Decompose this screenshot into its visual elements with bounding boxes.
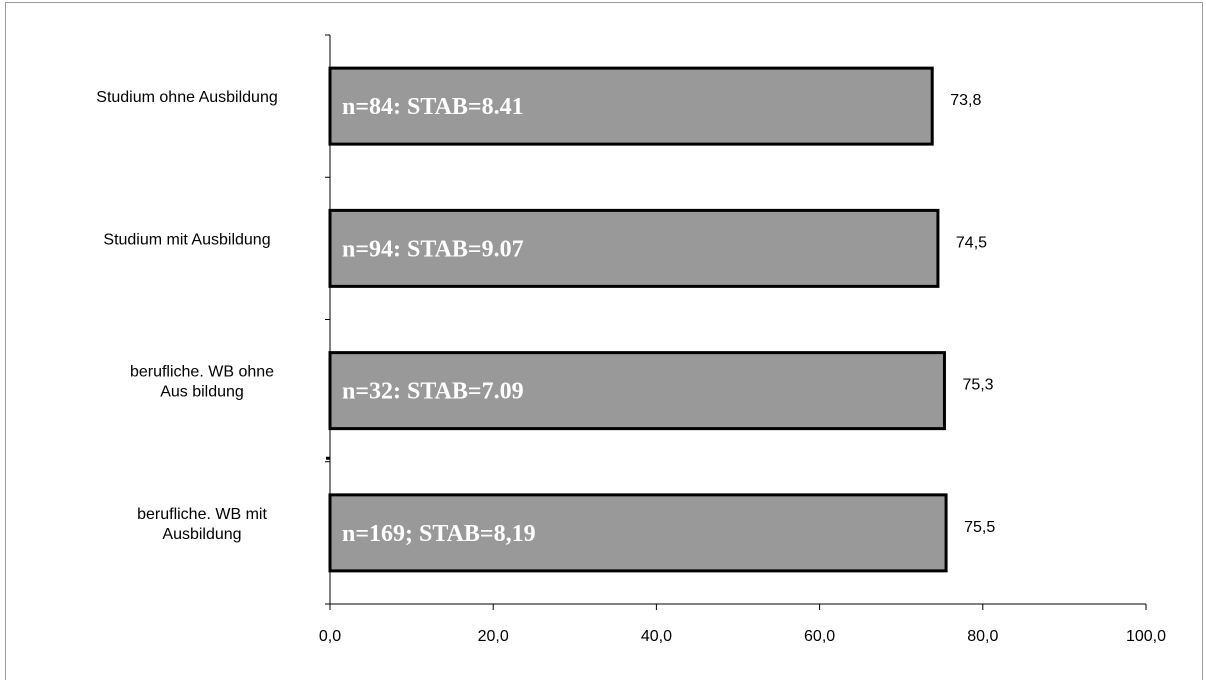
bar-annotation: n=169; STAB=8,19 [342,521,536,547]
x-tick-label: 20,0 [478,628,509,645]
x-tick-label: 60,0 [804,628,835,645]
bar [328,351,946,431]
bar-annotation: n=32: STAB=7.09 [342,379,524,405]
category-label: Studium mit Ausbildung [103,231,270,248]
x-tick-label: 40,0 [641,628,672,645]
data-label: 74,5 [956,234,987,251]
category-label: berufliche. WB ohne Aus bildung [130,364,274,401]
x-tick-label: 100,0 [1126,628,1166,645]
bar [328,66,934,146]
x-tick-label: 80,0 [967,628,998,645]
data-label: 75,5 [964,519,995,536]
category-label: berufliche. WB mit Ausbildung [137,506,267,543]
bar-annotation: n=94: STAB=9.07 [342,236,524,262]
data-label: 75,3 [962,377,993,394]
bar [328,493,948,573]
bar-annotation: n=84: STAB=8.41 [342,94,524,120]
y-axis-mark [326,456,330,460]
data-label: 73,8 [950,92,981,109]
category-label: Studium ohne Ausbildung [96,89,277,106]
bar [328,208,940,288]
x-tick-label: 0,0 [319,628,341,645]
